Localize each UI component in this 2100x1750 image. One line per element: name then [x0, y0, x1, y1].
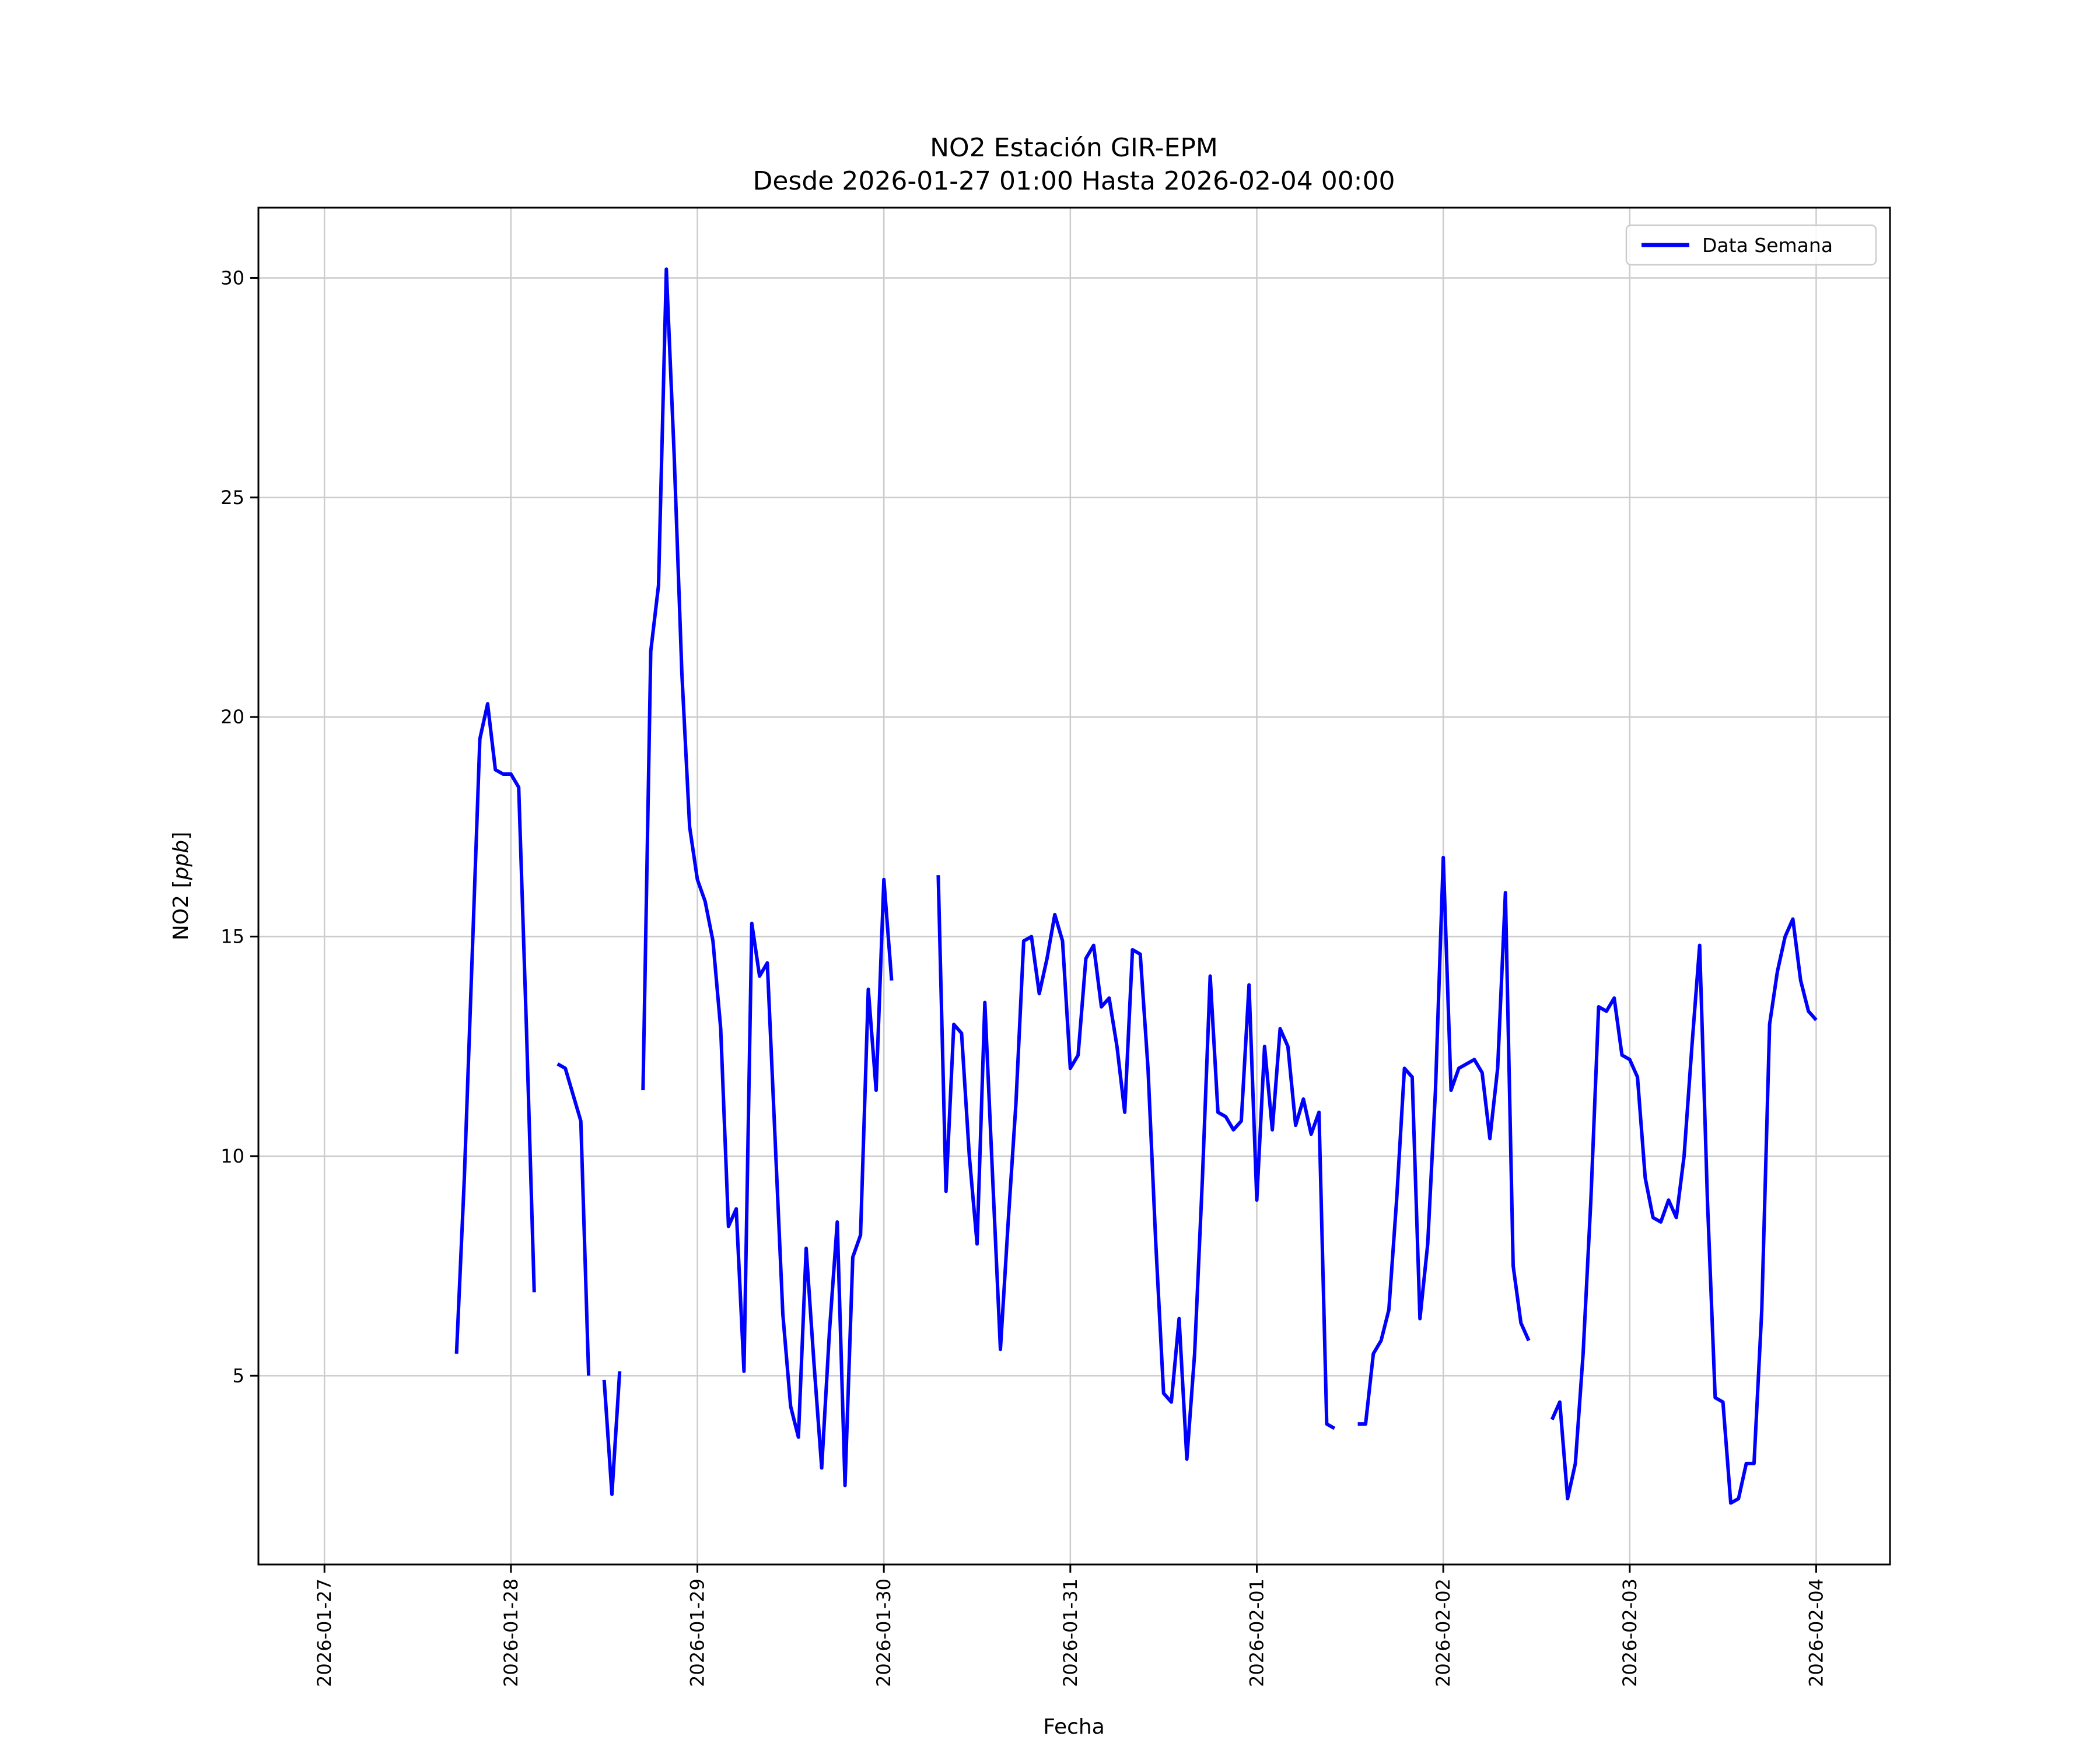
x-tick-label: 2026-01-29 [687, 1578, 709, 1687]
legend-box [1625, 224, 1877, 266]
y-tick-label: 10 [220, 1145, 244, 1167]
y-tick-label: 30 [220, 267, 244, 289]
x-tick-label: 2026-01-30 [873, 1578, 895, 1687]
x-tick-label: 2026-02-01 [1245, 1578, 1268, 1687]
x-tick-label: 2026-01-28 [500, 1578, 522, 1687]
legend: Data Semana [1625, 224, 1877, 266]
x-tick-label: 2026-02-03 [1619, 1578, 1641, 1687]
x-tick-label: 2026-02-02 [1432, 1578, 1454, 1687]
y-axis-label-unit: ppb [169, 840, 193, 881]
y-axis-label: NO2 [ppb] [169, 832, 193, 940]
plot-frame [257, 206, 1891, 1566]
data-layer [454, 267, 1818, 1505]
y-tick-label: 20 [220, 706, 244, 728]
x-tick-label: 2026-01-31 [1059, 1578, 1082, 1687]
x-tick-label: 2026-02-04 [1805, 1578, 1827, 1687]
y-tick-label: 25 [220, 487, 244, 509]
y-tick-label: 15 [220, 926, 244, 948]
x-axis-label: Fecha [1043, 1715, 1105, 1739]
chart-subtitle: Desde 2026-01-27 01:00 Hasta 2026-02-04 … [752, 166, 1395, 196]
data-line-series [454, 267, 1818, 1505]
y-axis-label-suffix: ] [169, 832, 193, 840]
legend-label: Data Semana [1702, 234, 1833, 257]
grid-layer [258, 208, 1890, 1564]
axes-layer: 2026-01-27 2026-01-28 2026-01-29 2026-01-30… [220, 206, 1891, 1687]
x-tick-label: 2026-01-27 [313, 1578, 335, 1687]
chart-title: NO2 Estación GIR-EPM [930, 133, 1218, 163]
y-axis-label-prefix: NO2 [ [169, 880, 193, 940]
y-tick-label: 5 [233, 1364, 244, 1387]
